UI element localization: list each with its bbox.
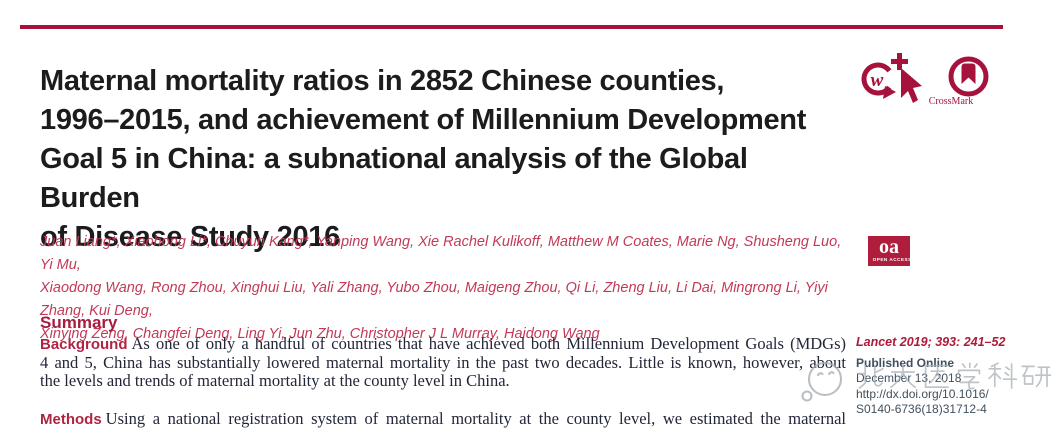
summary-heading: Summary xyxy=(40,313,118,332)
crossmark-label: CrossMark xyxy=(928,96,974,107)
web-extra-icon[interactable]: w xyxy=(858,59,898,99)
open-access-label: OPEN ACCESS xyxy=(872,257,912,263)
doi-link-line1[interactable]: http://dx.doi.org/10.1016/ xyxy=(856,386,989,401)
title-line: Maternal mortality ratios in 2852 Chines… xyxy=(40,65,725,97)
publication-info: Published Online December 13, 2018 http:… xyxy=(856,356,1052,417)
title-line: 1996–2015, and achievement of Millennium… xyxy=(40,104,807,136)
author-list: Juan Liang*, Xiaohong Li*, Chuyun Kang*,… xyxy=(40,231,852,346)
crossmark-icon[interactable] xyxy=(948,56,989,97)
author-line: Xinying Zeng, Changfei Deng, Ling Yi, Ju… xyxy=(40,326,600,342)
journal-citation: Lancet 2019; 393: 241–52 xyxy=(856,335,1006,349)
article-top-rule xyxy=(20,25,1003,29)
open-access-abbr: oa xyxy=(879,236,899,258)
background-line: 4 and 5, China has substantially lowered… xyxy=(40,353,846,372)
open-access-badge: oa OPEN ACCESS xyxy=(868,236,912,266)
methods-paragraph: Methods Using a national registration sys… xyxy=(40,409,846,428)
interactive-cursor-icon[interactable] xyxy=(890,53,928,107)
doi-link-line2[interactable]: S0140-6736(18)31712-4 xyxy=(856,401,987,416)
background-paragraph: Background As one of only a handful of co… xyxy=(40,335,846,390)
published-online-date: December 13, 2018 xyxy=(856,371,962,386)
methods-label: Methods xyxy=(40,411,102,428)
article-title: Maternal mortality ratios in 2852 Chines… xyxy=(40,62,852,257)
published-online-label: Published Online xyxy=(856,356,955,370)
background-line: the levels and trends of maternal mortal… xyxy=(40,371,510,390)
title-line: of Disease Study 2016 xyxy=(40,221,340,253)
author-line: Xiaodong Wang, Rong Zhou, Xinghui Liu, Y… xyxy=(40,280,828,319)
title-line: Goal 5 in China: a subnational analysis … xyxy=(40,143,748,214)
background-label: Background xyxy=(40,336,128,353)
background-line: Background As one of only a handful of co… xyxy=(40,334,846,354)
author-line: Juan Liang*, Xiaohong Li*, Chuyun Kang*,… xyxy=(40,234,842,273)
web-icon-letter: w xyxy=(871,70,884,91)
methods-line: Methods Using a national registration sys… xyxy=(40,409,846,428)
